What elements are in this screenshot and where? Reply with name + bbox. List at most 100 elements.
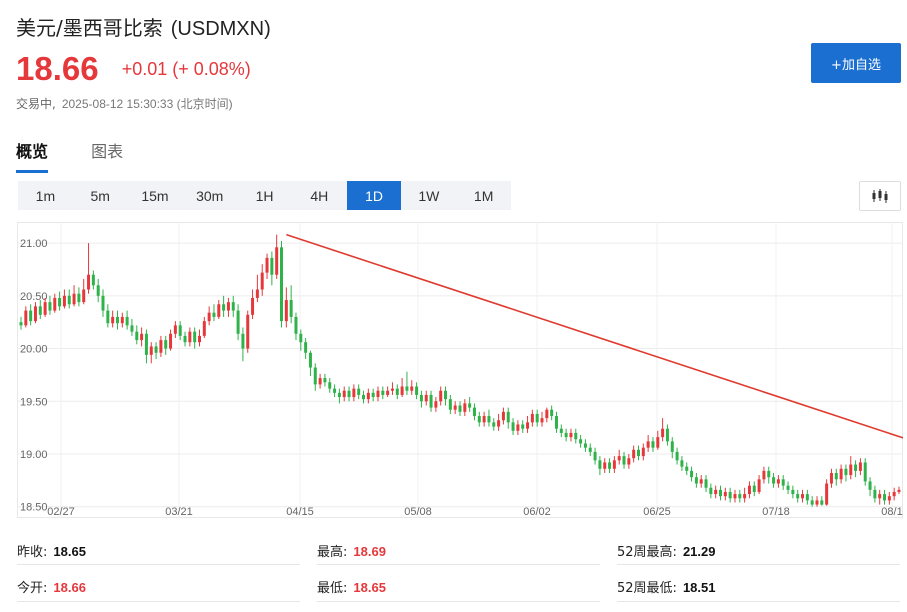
candle-body [704, 479, 708, 488]
candle-body [781, 479, 785, 486]
divider [17, 564, 300, 565]
stat-label: 今开: [17, 581, 48, 596]
candle-body [521, 424, 525, 429]
candle-body [690, 470, 694, 478]
period-1d[interactable]: 1D [346, 181, 402, 210]
candle-body [111, 316, 115, 324]
candle-body [347, 390, 351, 398]
candle-body [472, 407, 476, 417]
candle-body [125, 316, 129, 326]
candle-body [217, 304, 221, 317]
candle-body [246, 314, 250, 349]
stat-low: 最低: 18.65 [317, 577, 386, 596]
candle-body [352, 388, 356, 398]
candle-body [280, 247, 284, 322]
candle-body [492, 422, 496, 427]
candle-body [164, 340, 168, 349]
candle-body [115, 316, 119, 324]
trend-arrow [286, 233, 907, 440]
candle-body [289, 300, 293, 317]
period-1h[interactable]: 1H [255, 187, 274, 204]
add-to-watchlist-button[interactable]: +加自选 [811, 43, 901, 83]
candle-body [863, 462, 867, 482]
candle-body [685, 466, 689, 471]
candle-body [62, 295, 66, 307]
candle-body [858, 462, 862, 471]
stat-value: 18.51 [682, 580, 716, 595]
candle-body [511, 422, 515, 431]
candle-body [878, 494, 882, 499]
candle-body [897, 489, 901, 492]
candle-body [844, 468, 848, 476]
candle-body [526, 422, 530, 429]
candle-body [743, 494, 747, 499]
candle-body [101, 295, 105, 311]
period-1m[interactable]: 1m [35, 187, 56, 204]
stat-open: 今开: 18.66 [17, 577, 86, 596]
instrument-title: 美元/墨西哥比索 (USDMXN) [16, 12, 271, 41]
candle-body [646, 441, 650, 448]
candle-body [53, 297, 57, 311]
period-30m[interactable]: 30m [196, 187, 224, 204]
stat-52w-low: 52周最低: 18.51 [617, 577, 715, 596]
candle-body [545, 409, 549, 419]
candle-body [212, 312, 216, 317]
candle-body [424, 394, 428, 402]
period-1mo[interactable]: 1M [473, 187, 494, 204]
candle-body [376, 390, 380, 398]
timestamp: 2025-08-12 15:30:33 (北京时间) [61, 97, 233, 111]
candle-body [154, 346, 158, 353]
candle-body [772, 477, 776, 484]
y-tick-label: 21.00 [20, 238, 48, 250]
candle-body [463, 403, 467, 412]
candle-body [448, 399, 452, 410]
candle-body [410, 386, 414, 391]
chart-type-button[interactable] [859, 181, 901, 211]
candle-body [550, 409, 554, 417]
candle-body [535, 413, 539, 423]
candle-body [120, 316, 124, 324]
tab-chart[interactable]: 图表 [91, 142, 124, 161]
tab-overview[interactable]: 概览 [16, 138, 49, 173]
candle-body [58, 297, 62, 307]
candle-body [603, 462, 607, 469]
candle-body [530, 413, 534, 423]
y-tick-label: 19.00 [20, 449, 48, 461]
candle-body [173, 325, 177, 334]
candle-body [694, 477, 698, 484]
candle-body [415, 386, 419, 395]
period-15m[interactable]: 15m [141, 187, 169, 204]
candle-body [453, 405, 457, 410]
candle-body [887, 496, 891, 501]
candle-body [188, 331, 192, 343]
candle-body [477, 416, 481, 423]
candle-body [757, 479, 761, 492]
candle-body [622, 456, 626, 465]
candle-body [569, 432, 573, 438]
price-chart[interactable]: 21.00 20.50 20.00 19.50 19.00 18.50 02/27 03/21… [17, 222, 907, 518]
candle-body [791, 489, 795, 495]
period-5m[interactable]: 5m [90, 187, 110, 204]
candle-body [656, 437, 660, 448]
stat-value: 21.29 [682, 544, 716, 559]
candle-body [202, 321, 206, 336]
candle-body [390, 388, 394, 391]
candle-body [583, 443, 587, 448]
candle-body [617, 456, 621, 461]
period-selector: 1m 5m 15m 30m 1H 4H 1D 1W 1M [18, 181, 511, 210]
candle-body [313, 367, 317, 385]
period-4h[interactable]: 4H [310, 187, 329, 204]
candle-body [593, 451, 597, 461]
x-tick-label: 06/25 [643, 506, 671, 518]
candle-body [140, 333, 144, 341]
candle-body [670, 441, 674, 452]
candle-body [222, 304, 226, 311]
candle-body [728, 491, 732, 499]
y-tick-label: 19.50 [20, 396, 48, 408]
period-1w[interactable]: 1W [418, 187, 440, 204]
candle-body [834, 472, 838, 480]
candle-body [868, 481, 872, 490]
candle-body [43, 302, 47, 315]
divider [317, 601, 600, 602]
candle-body [193, 331, 197, 343]
